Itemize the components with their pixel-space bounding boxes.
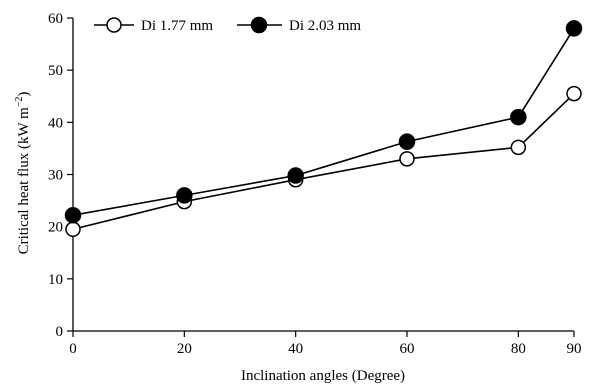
- legend-label: Di 1.77 mm: [141, 18, 213, 34]
- legend-item-2: Di 2.03 mm: [237, 16, 361, 34]
- legend-item-1: Di 1.77 mm: [94, 17, 213, 34]
- x-tick-label: 0: [69, 341, 77, 357]
- series-line: [72, 93, 575, 231]
- series-2: [64, 20, 583, 224]
- y-axis-label-suffix: ): [16, 92, 32, 97]
- series-layer: [64, 20, 583, 238]
- y-tick-label: 0: [56, 324, 64, 340]
- y-tick-label: 60: [48, 11, 63, 27]
- series-line: [72, 28, 575, 216]
- data-point: [287, 167, 304, 184]
- data-point: [64, 206, 82, 224]
- y-tick-label: 10: [48, 272, 63, 288]
- legend-marker: [250, 16, 268, 34]
- legend-marker: [106, 17, 122, 33]
- y-tick-label: 50: [48, 63, 63, 79]
- y-axis-label-superscript: −2: [14, 97, 25, 108]
- y-tick-label: 30: [48, 168, 63, 184]
- y-tick-label: 20: [48, 220, 63, 236]
- x-tick-label: 90: [567, 341, 582, 357]
- y-axis-label-main: Critical heat flux (kW m: [16, 107, 32, 255]
- data-point: [565, 20, 583, 37]
- data-point: [566, 85, 582, 102]
- data-point: [399, 151, 415, 167]
- x-tick-label: 60: [400, 341, 415, 357]
- data-point: [65, 221, 81, 238]
- y-tick-label: 40: [48, 115, 63, 131]
- x-tick-label: 80: [511, 341, 526, 357]
- data-point: [510, 108, 527, 126]
- series-1: [65, 85, 582, 238]
- x-ticks: 0 20 40 60 80 90: [69, 331, 582, 357]
- x-axis-label: Inclination angles (Degree): [241, 368, 405, 384]
- data-point: [398, 133, 416, 150]
- legend-label: Di 2.03 mm: [289, 18, 361, 34]
- data-point: [176, 187, 193, 204]
- legend: Di 1.77 mm Di 2.03 mm: [94, 16, 361, 34]
- x-tick-label: 40: [288, 341, 303, 357]
- data-point: [510, 139, 527, 156]
- y-ticks: 0 10 20 30 40 50 60: [48, 11, 73, 340]
- y-axis-label: Critical heat flux (kW m−2): [14, 92, 32, 255]
- x-tick-label: 20: [177, 341, 192, 357]
